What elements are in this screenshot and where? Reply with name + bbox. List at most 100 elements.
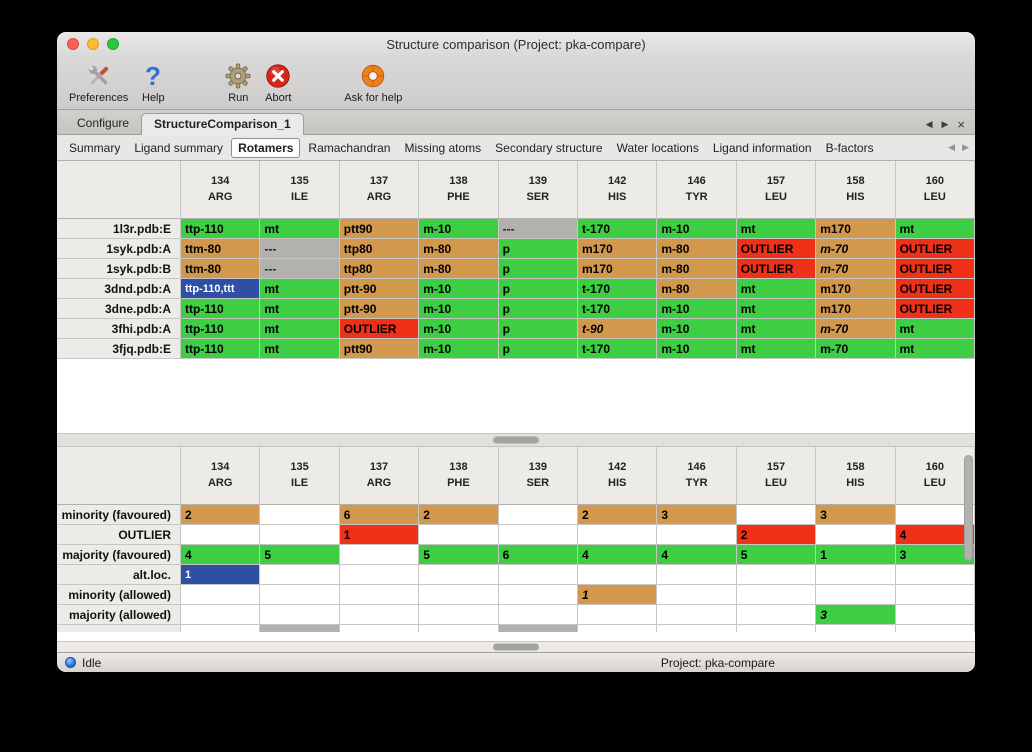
- rotamer-cell: m-70: [816, 259, 896, 279]
- rotamer-cell-partial: [339, 625, 420, 632]
- toolbar-label: Run: [228, 92, 249, 104]
- subtab-missing-atoms[interactable]: Missing atoms: [404, 140, 482, 155]
- rotamer-cell: [736, 565, 817, 585]
- rotamer-cell: m-80: [657, 279, 737, 299]
- tab-structurecomparison-1[interactable]: StructureComparison_1: [141, 113, 304, 135]
- subtab-water-locations[interactable]: Water locations: [616, 140, 699, 155]
- subtab-next-icon[interactable]: ▶: [962, 142, 969, 152]
- pane-splitter[interactable]: [57, 433, 975, 447]
- table-corner: [57, 161, 181, 219]
- rotamer-cell-partial: [419, 625, 499, 632]
- rotamer-cell: m-10: [657, 219, 737, 239]
- rotamer-cell: 4: [578, 545, 658, 565]
- preferences-button[interactable]: Preferences: [69, 60, 128, 104]
- column-header: 137 ARG: [339, 161, 420, 219]
- abort-icon: [264, 60, 292, 91]
- subtab-secondary-structure[interactable]: Secondary structure: [495, 140, 603, 155]
- structures-table: 134 ARG 135 ILE 137 ARG 138 PHE 139 SER 142 HIS 146 T…: [57, 161, 975, 359]
- bottom-splitter[interactable]: [57, 641, 975, 652]
- rotamer-cell: OUTLIER: [895, 279, 975, 299]
- rotamer-cell: [339, 545, 420, 565]
- rotamer-cell: m-80: [419, 259, 499, 279]
- rotamer-cell: m-70: [816, 319, 896, 339]
- subtab-prev-icon[interactable]: ◀: [948, 142, 956, 152]
- subtab-rotamers[interactable]: Rotamers: [231, 137, 301, 158]
- rotamer-cell: OUTLIER: [736, 239, 817, 259]
- rotamer-cell: m-80: [657, 239, 737, 259]
- tab-prev-icon[interactable]: ◀: [925, 119, 933, 129]
- help-button[interactable]: ? Help: [140, 60, 166, 105]
- rotamer-cell: [657, 605, 737, 625]
- question-icon: ?: [140, 60, 166, 91]
- rotamer-cell: mt: [736, 219, 817, 239]
- vertical-scrollbar-thumb[interactable]: [964, 455, 973, 561]
- rotamer-cell: ttp-110: [181, 299, 261, 319]
- splitter-handle[interactable]: [493, 436, 539, 444]
- structure-comparison-window: Structure comparison (Project: pka-compa…: [57, 32, 975, 672]
- traffic-lights: [67, 32, 119, 56]
- ask-for-help-button[interactable]: Ask for help: [344, 60, 402, 104]
- row-label: OUTLIER: [57, 525, 181, 545]
- rotamer-cell: ttp-110: [181, 319, 261, 339]
- summary-table: 134 ARG 135 ILE 137 ARG 138 PHE 139 SER 142 HIS 146 T…: [57, 447, 975, 632]
- rotamer-cell: m-70: [816, 239, 896, 259]
- column-header: 138 PHE: [419, 161, 499, 219]
- rotamer-cell: ttm-80: [181, 239, 261, 259]
- rotamers-summary-panel: 134 ARG 135 ILE 137 ARG 138 PHE 139 SER 142 HIS 146 T…: [57, 447, 975, 641]
- rotamer-cell-partial: [816, 625, 896, 632]
- subtab-b-factors[interactable]: B-factors: [825, 140, 874, 155]
- rotamer-cell: [498, 585, 578, 605]
- rotamer-cell: ptt-90: [339, 299, 420, 319]
- tab-next-icon[interactable]: ▶: [941, 119, 949, 129]
- tab-configure[interactable]: Configure: [77, 116, 130, 130]
- rotamer-cell: m-10: [419, 219, 499, 239]
- toolbar-label: Help: [142, 92, 165, 104]
- rotamer-cell: [260, 605, 340, 625]
- rotamer-cell-partial: [181, 625, 261, 632]
- column-header: 158 HIS: [816, 447, 896, 505]
- rotamer-cell: mt: [260, 299, 340, 319]
- rotamer-cell: [657, 525, 737, 545]
- gear-icon: [224, 60, 252, 91]
- rotamer-cell: m170: [816, 299, 896, 319]
- rotamer-cell: [339, 565, 420, 585]
- rotamer-cell: OUTLIER: [895, 299, 975, 319]
- status-text: Idle: [82, 655, 102, 670]
- rotamer-cell: OUTLIER: [895, 239, 975, 259]
- zoom-button[interactable]: [107, 38, 119, 50]
- subtab-ligand-information[interactable]: Ligand information: [712, 140, 812, 155]
- toolbar-label: Preferences: [69, 92, 129, 104]
- close-button[interactable]: [67, 38, 79, 50]
- rotamer-cell: 1: [339, 525, 420, 545]
- subtab-summary[interactable]: Summary: [69, 140, 121, 155]
- title-bar[interactable]: Structure comparison (Project: pka-compa…: [57, 32, 975, 56]
- column-header: 134 ARG: [181, 447, 261, 505]
- tab-close-icon[interactable]: ×: [957, 117, 965, 132]
- rotamer-cell: ttm-80: [181, 259, 261, 279]
- rotamer-cell: [339, 585, 420, 605]
- row-label: minority (allowed): [57, 585, 181, 605]
- tab-controls: ◀ ▶ ×: [925, 117, 965, 134]
- rotamer-cell: ttp-110,ttt: [181, 279, 261, 299]
- minimize-button[interactable]: [87, 38, 99, 50]
- row-label: alt.loc.: [57, 565, 181, 585]
- abort-button[interactable]: Abort: [264, 60, 292, 104]
- rotamer-cell: mt: [895, 339, 975, 359]
- column-header: 158 HIS: [816, 161, 896, 219]
- rotamer-cell: [498, 565, 578, 585]
- subtab-ligand-summary[interactable]: Ligand summary: [134, 140, 224, 155]
- bottom-splitter-handle[interactable]: [493, 643, 539, 651]
- row-label: 1syk.pdb:B: [57, 259, 181, 279]
- rotamer-cell: m-80: [419, 239, 499, 259]
- column-header: 157 LEU: [736, 447, 817, 505]
- subtab-ramachandran[interactable]: Ramachandran: [308, 140, 391, 155]
- row-label: minority (favoured): [57, 505, 181, 525]
- rotamer-cell: m170: [578, 239, 658, 259]
- rotamer-cell: t-170: [578, 219, 658, 239]
- run-button[interactable]: Run: [224, 60, 252, 104]
- rotamer-cell: m170: [578, 259, 658, 279]
- rotamer-cell: m170: [816, 219, 896, 239]
- rotamer-cell-partial: [657, 625, 737, 632]
- rotamer-cell: m-10: [657, 319, 737, 339]
